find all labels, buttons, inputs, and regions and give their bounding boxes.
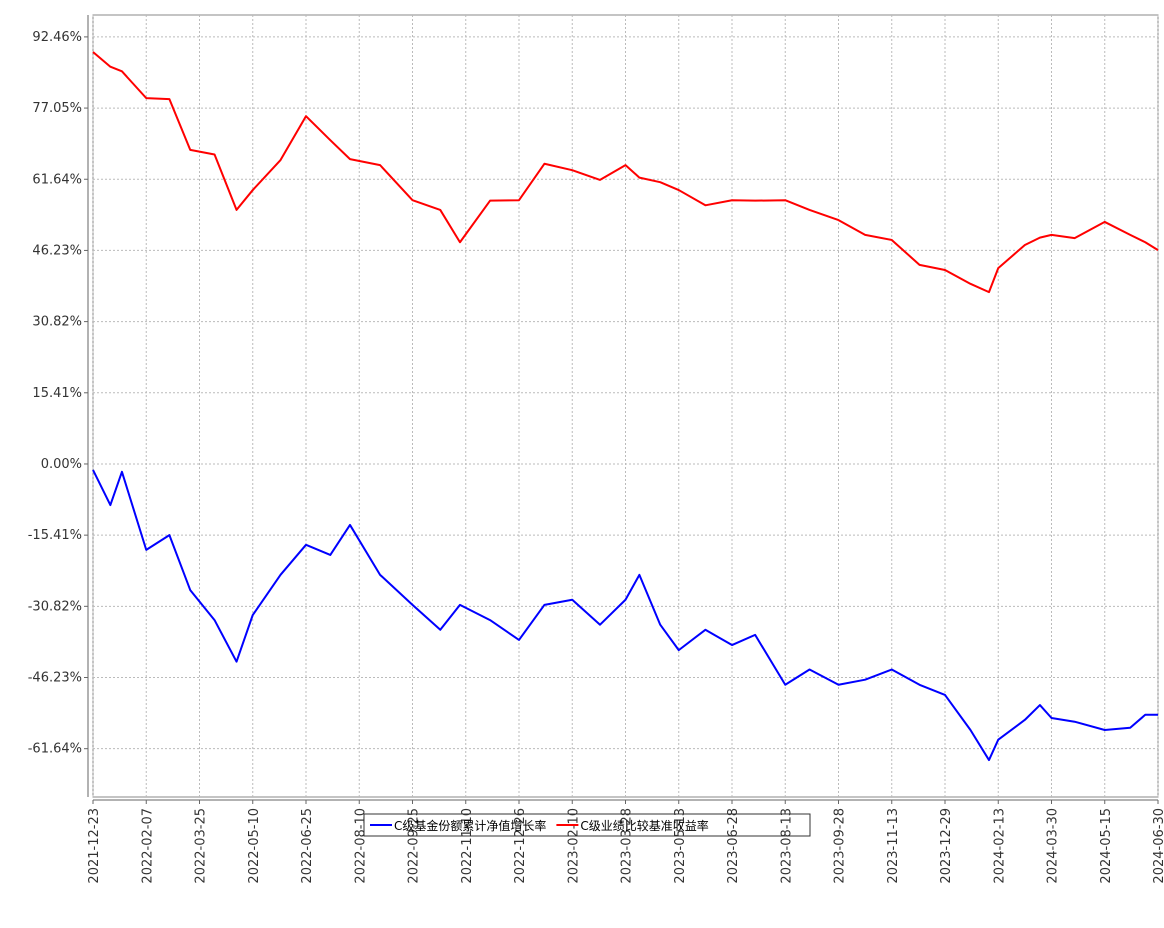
y-tick-label: 61.64%	[32, 172, 82, 187]
y-tick-label: 15.41%	[32, 386, 82, 401]
x-tick-label: 2022-09-25	[407, 808, 422, 884]
x-tick-label: 2022-02-07	[140, 808, 155, 884]
y-tick-label: -61.64%	[28, 742, 82, 757]
y-tick-label: 92.46%	[32, 30, 82, 45]
y-tick-label: 0.00%	[41, 457, 82, 472]
series-line	[92, 51, 1159, 294]
x-tick-label: 2023-05-13	[673, 808, 688, 884]
x-tick-label: 2024-05-15	[1099, 808, 1114, 884]
x-tick-label: 2022-11-10	[460, 808, 475, 884]
y-tick-label: 77.05%	[32, 101, 82, 116]
x-tick-label: 2023-03-28	[620, 808, 635, 884]
x-tick-label: 2022-08-10	[353, 808, 368, 884]
x-tick-label: 2024-06-30	[1152, 808, 1164, 884]
y-tick-label: -15.41%	[28, 528, 82, 543]
plot-area	[92, 14, 1159, 798]
y-tick-label: -46.23%	[28, 671, 82, 686]
x-tick-label: 2023-12-29	[939, 808, 954, 884]
series-line	[92, 469, 1158, 762]
y-tick-label: -30.82%	[28, 599, 82, 614]
x-tick-label: 2022-03-25	[194, 808, 209, 884]
legend	[363, 813, 811, 837]
x-tick-label: 2022-05-10	[247, 808, 262, 884]
y-tick-label: 46.23%	[32, 243, 82, 258]
x-tick-label: 2021-12-23	[87, 808, 102, 884]
x-tick-label: 2024-03-30	[1046, 808, 1061, 884]
x-tick-label: 2023-06-28	[726, 808, 741, 884]
legend-label: C级业绩比较基准收益率	[580, 818, 708, 833]
x-tick-label: 2022-12-26	[513, 808, 528, 884]
x-tick-label: 2023-08-13	[779, 808, 794, 884]
legend-label: C级基金份额累计净值增长率	[394, 818, 546, 833]
x-tick-label: 2024-02-13	[992, 808, 1007, 884]
y-tick-label: 30.82%	[32, 315, 82, 330]
x-tick-label: 2023-02-10	[566, 808, 581, 884]
x-tick-label: 2022-06-25	[300, 808, 315, 884]
x-tick-label: 2023-11-13	[886, 808, 901, 884]
x-tick-label: 2023-09-28	[833, 808, 848, 884]
